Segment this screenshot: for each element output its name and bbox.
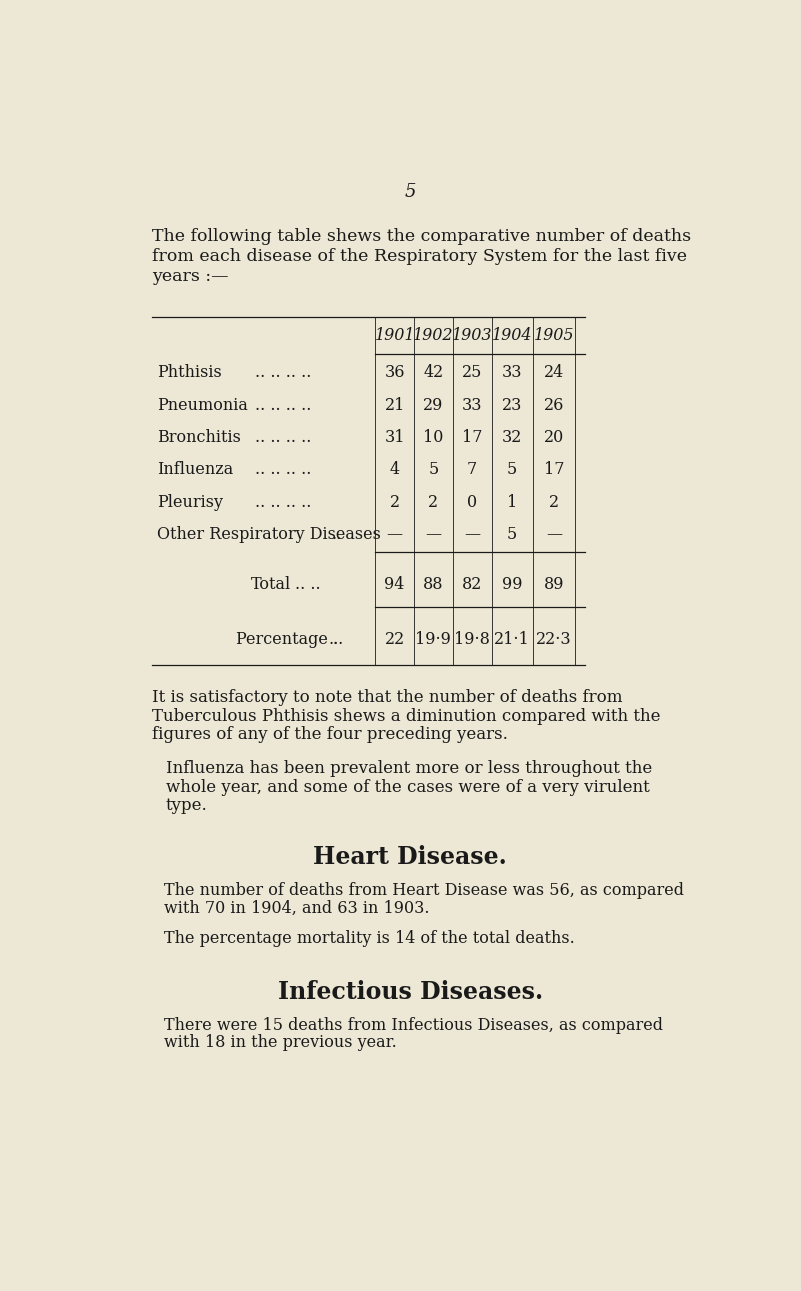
Text: .. .. .. ..: .. .. .. .. <box>256 429 312 445</box>
Text: 88: 88 <box>423 576 444 593</box>
Text: 24: 24 <box>544 364 564 381</box>
Text: 17: 17 <box>462 429 482 445</box>
Text: with 18 in the previous year.: with 18 in the previous year. <box>163 1034 396 1051</box>
Text: Influenza: Influenza <box>158 461 234 479</box>
Text: —: — <box>464 525 480 544</box>
Text: Pneumonia: Pneumonia <box>158 396 248 413</box>
Text: 21·1: 21·1 <box>494 631 530 648</box>
Text: 99: 99 <box>501 576 522 593</box>
Text: Total: Total <box>252 576 292 593</box>
Text: 5: 5 <box>405 183 416 201</box>
Text: .. .. .. ..: .. .. .. .. <box>256 461 312 479</box>
Text: 5: 5 <box>507 525 517 544</box>
Text: 36: 36 <box>384 364 405 381</box>
Text: 21: 21 <box>384 396 405 413</box>
Text: There were 15 deaths from Infectious Diseases, as compared: There were 15 deaths from Infectious Dis… <box>163 1016 662 1034</box>
Text: ..: .. <box>331 525 341 544</box>
Text: The following table shews the comparative number of deaths: The following table shews the comparativ… <box>152 229 691 245</box>
Text: .. .. .. ..: .. .. .. .. <box>256 493 312 511</box>
Text: 26: 26 <box>544 396 564 413</box>
Text: 29: 29 <box>423 396 444 413</box>
Text: 89: 89 <box>544 576 564 593</box>
Text: 7: 7 <box>467 461 477 479</box>
Text: 2: 2 <box>389 493 400 511</box>
Text: It is satisfactory to note that the number of deaths from: It is satisfactory to note that the numb… <box>152 689 622 706</box>
Text: whole year, and some of the cases were of a very virulent: whole year, and some of the cases were o… <box>166 778 650 795</box>
Text: Pleurisy: Pleurisy <box>158 493 223 511</box>
Text: .. ..: .. .. <box>296 576 321 593</box>
Text: Infectious Diseases.: Infectious Diseases. <box>278 980 543 1003</box>
Text: 22: 22 <box>384 631 405 648</box>
Text: 19·8: 19·8 <box>454 631 490 648</box>
Text: 1903: 1903 <box>452 328 493 345</box>
Text: 33: 33 <box>462 396 482 413</box>
Text: 32: 32 <box>502 429 522 445</box>
Text: Phthisis: Phthisis <box>158 364 222 381</box>
Text: 1: 1 <box>507 493 517 511</box>
Text: 0: 0 <box>467 493 477 511</box>
Text: 17: 17 <box>544 461 564 479</box>
Text: Influenza has been prevalent more or less throughout the: Influenza has been prevalent more or les… <box>166 760 652 777</box>
Text: —: — <box>545 525 562 544</box>
Text: 1904: 1904 <box>492 328 533 345</box>
Text: type.: type. <box>166 797 207 815</box>
Text: with 70 in 1904, and 63 in 1903.: with 70 in 1904, and 63 in 1903. <box>163 900 429 917</box>
Text: 33: 33 <box>501 364 522 381</box>
Text: 25: 25 <box>462 364 482 381</box>
Text: 2: 2 <box>549 493 559 511</box>
Text: .. .. .. ..: .. .. .. .. <box>256 364 312 381</box>
Text: 5: 5 <box>429 461 438 479</box>
Text: 5: 5 <box>507 461 517 479</box>
Text: —: — <box>425 525 441 544</box>
Text: 10: 10 <box>423 429 444 445</box>
Text: 4: 4 <box>389 461 400 479</box>
Text: 1901: 1901 <box>374 328 415 345</box>
Text: figures of any of the four preceding years.: figures of any of the four preceding yea… <box>152 727 508 744</box>
Text: 94: 94 <box>384 576 405 593</box>
Text: 1905: 1905 <box>533 328 574 345</box>
Text: 82: 82 <box>462 576 482 593</box>
Text: Tuberculous Phthisis shews a diminution compared with the: Tuberculous Phthisis shews a diminution … <box>152 707 661 724</box>
Text: 2: 2 <box>429 493 438 511</box>
Text: The number of deaths from Heart Disease was 56, as compared: The number of deaths from Heart Disease … <box>163 882 684 899</box>
Text: .. .. .. ..: .. .. .. .. <box>256 396 312 413</box>
Text: Other Respiratory Diseases: Other Respiratory Diseases <box>158 525 381 544</box>
Text: 42: 42 <box>423 364 444 381</box>
Text: 22·3: 22·3 <box>536 631 572 648</box>
Text: 20: 20 <box>544 429 564 445</box>
Text: from each disease of the Respiratory System for the last five: from each disease of the Respiratory Sys… <box>152 248 687 265</box>
Text: Heart Disease.: Heart Disease. <box>313 844 507 869</box>
Text: The percentage mortality is 14 of the total deaths.: The percentage mortality is 14 of the to… <box>163 930 574 946</box>
Text: Percentage ..: Percentage .. <box>235 631 343 648</box>
Text: 23: 23 <box>502 396 522 413</box>
Text: 31: 31 <box>384 429 405 445</box>
Text: Bronchitis: Bronchitis <box>158 429 241 445</box>
Text: years :—: years :— <box>152 269 228 285</box>
Text: —: — <box>387 525 403 544</box>
Text: 1902: 1902 <box>413 328 453 345</box>
Text: ..: .. <box>328 631 339 648</box>
Text: 19·9: 19·9 <box>416 631 451 648</box>
